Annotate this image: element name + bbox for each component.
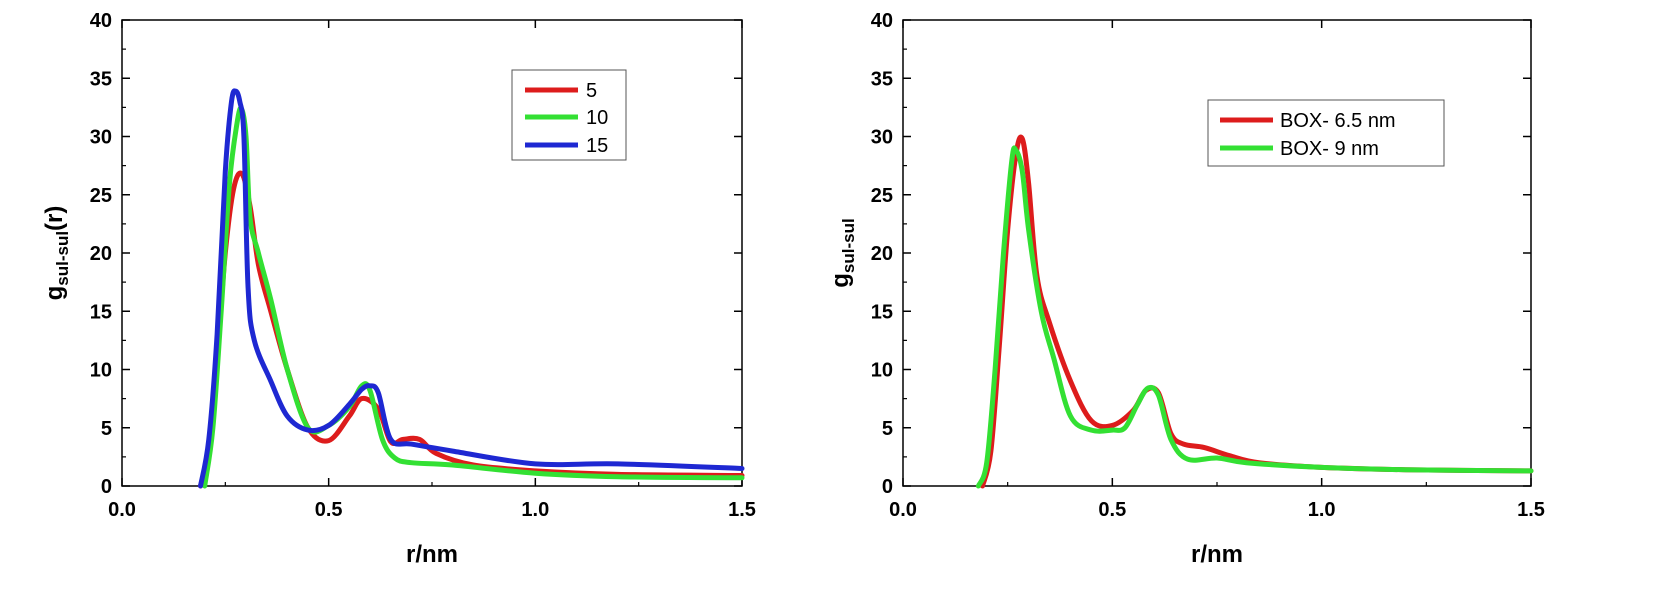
y-tick-label: 20	[90, 243, 112, 265]
y-tick-label: 10	[90, 360, 112, 382]
chart-left: 0.0 0.5 1.0 1.5 0 5 10 15 20 25 30 35 40 r/nm gsul-s…	[41, 10, 756, 568]
series-line-box-9-nm	[975, 145, 1534, 489]
legend-label-15: 15	[586, 135, 608, 157]
y-axis-title-left: gsul-sul(r)	[41, 206, 72, 301]
legend-left: 5 10 15	[511, 69, 627, 161]
y-tick-label: 0	[101, 476, 112, 498]
y-axis-title-subscript: sul-sul	[53, 231, 72, 286]
y-tick-label: 20	[871, 243, 893, 265]
y-tick-label: 30	[871, 127, 893, 149]
legend-label-10: 10	[586, 107, 608, 129]
x-axis-title-left: r/nm	[406, 541, 458, 568]
plot-frame-right	[902, 19, 1532, 487]
y-tick-label: 15	[90, 301, 112, 323]
x-tick-label: 0.5	[315, 499, 343, 521]
legend-right: BOX- 6.5 nm BOX- 9 nm	[1207, 99, 1445, 167]
chart-right: 0.0 0.5 1.0 1.5 0 5 10 15 20 25 30 35 40 r/nm gsul-s…	[827, 10, 1545, 568]
series-line-box-6-5-nm	[980, 134, 1534, 489]
y-tick-label: 35	[871, 68, 893, 90]
axis-ticks-left: 0.0 0.5 1.0 1.5 0 5 10 15 20 25 30 35 40	[90, 10, 756, 521]
y-tick-label: 5	[882, 418, 893, 440]
x-tick-label: 0.5	[1098, 499, 1126, 521]
series-line-5	[198, 170, 745, 489]
y-axis-title-main-right: g	[827, 273, 854, 288]
y-tick-label: 30	[90, 127, 112, 149]
y-axis-title-subscript-right: sul-sul	[839, 218, 858, 273]
series-line-10	[202, 105, 745, 489]
series-lines-left	[198, 88, 745, 489]
y-axis-title-right: gsul-sul	[827, 218, 858, 287]
x-tick-label: 1.0	[521, 499, 549, 521]
series-line-15	[198, 88, 745, 489]
x-tick-label: 1.0	[1308, 499, 1336, 521]
y-tick-label: 25	[871, 185, 893, 207]
y-axis-title-tail: (r)	[41, 206, 68, 231]
axis-ticks-right: 0.0 0.5 1.0 1.5 0 5 10 15 20 25 30 35 40	[871, 10, 1545, 521]
x-tick-label: 1.5	[1517, 499, 1545, 521]
x-tick-label: 0.0	[889, 499, 917, 521]
y-tick-label: 15	[871, 301, 893, 323]
legend-label-5: 5	[586, 80, 597, 102]
y-tick-label: 10	[871, 360, 893, 382]
y-tick-label: 35	[90, 68, 112, 90]
y-tick-label: 25	[90, 185, 112, 207]
x-axis-title-right: r/nm	[1191, 541, 1243, 568]
y-tick-label: 40	[871, 10, 893, 32]
x-tick-label: 1.5	[728, 499, 756, 521]
y-axis-title-main: g	[41, 286, 68, 301]
legend-label-box-9: BOX- 9 nm	[1280, 138, 1379, 160]
x-tick-label: 0.0	[108, 499, 136, 521]
legend-label-box-6-5: BOX- 6.5 nm	[1280, 110, 1396, 132]
series-lines-right	[975, 134, 1534, 489]
y-tick-label: 0	[882, 476, 893, 498]
y-tick-label: 40	[90, 10, 112, 32]
legend-box-right	[1207, 99, 1445, 167]
y-tick-label: 5	[101, 418, 112, 440]
